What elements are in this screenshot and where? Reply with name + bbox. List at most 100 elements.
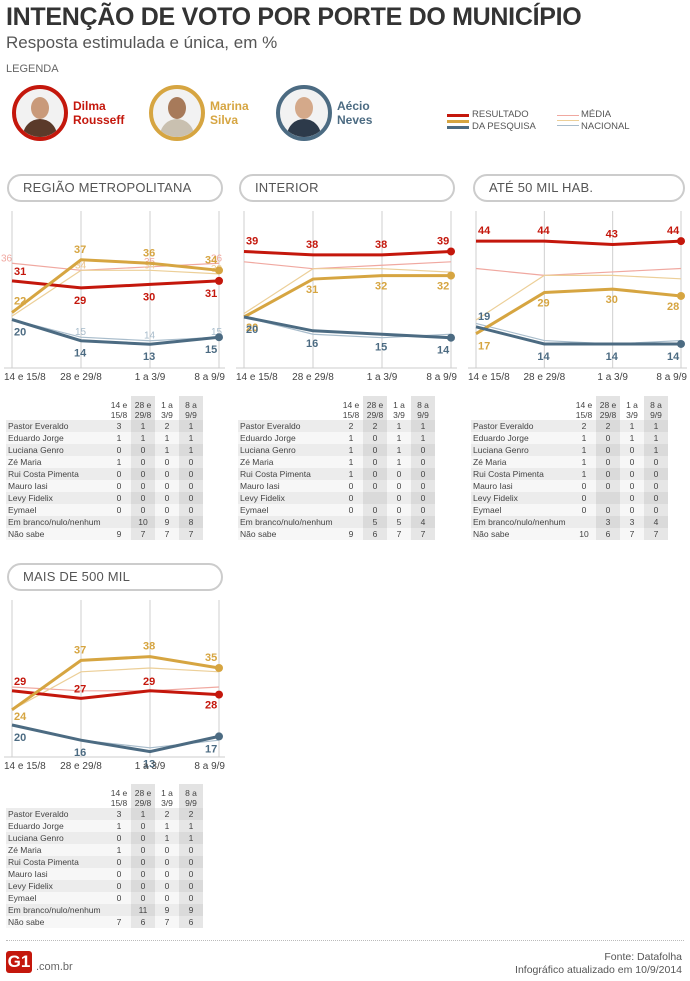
table-row-label: Luciana Genro [6, 444, 107, 456]
ate-50-mil-series-aecio-label: 14 [606, 351, 619, 363]
table-cell: 0 [363, 480, 387, 492]
mais-500-mil-series-dilma-label: 27 [74, 683, 86, 695]
table-cell: 10 [131, 516, 155, 528]
table-cell: 0 [620, 444, 644, 456]
table-cell: 6 [131, 916, 155, 928]
table-cell: 9 [155, 904, 179, 916]
table-cell: 2 [363, 420, 387, 432]
interior-x-tick-label: 1 a 3/9 [367, 372, 398, 383]
table-metropolitana: 14 e 15/8 28 e 29/8 1 a 3/9 8 a 9/9 Pastor Evera… [6, 396, 203, 540]
table-cell: 1 [107, 844, 131, 856]
table-cell: 0 [107, 480, 131, 492]
table-cell: 0 [107, 856, 131, 868]
interior-series-dilma-label: 38 [306, 239, 318, 251]
table-cell [107, 904, 131, 916]
table-header-cell: 14 e 15/8 [107, 396, 131, 420]
ate-50-mil-series-dilma-label: 43 [606, 229, 618, 241]
panel-title-ate-50-mil: ATÉ 50 MIL HAB. [473, 174, 685, 202]
table-cell: 0 [155, 468, 179, 480]
legend-result-label-1: RESULTADO [472, 109, 529, 120]
interior-national-dilma-line [243, 261, 452, 270]
table-row-label: Rui Costa Pimenta [238, 468, 339, 480]
table-row: Zé Maria 1 0 0 0 [6, 456, 203, 468]
table-cell: 1 [644, 420, 668, 432]
table-cell: 0 [179, 468, 203, 480]
table-row: Eymael 0 0 0 0 [471, 504, 668, 516]
metropolitana-series-dilma-label: 30 [143, 291, 155, 303]
table-cell: 0 [131, 892, 155, 904]
g1-logo[interactable]: G1 [6, 951, 32, 973]
ate-50-mil-series-marina-label: 30 [606, 294, 618, 306]
metropolitana-series-marina-label: 37 [74, 244, 86, 256]
table-cell: 2 [155, 420, 179, 432]
table-cell: 5 [387, 516, 411, 528]
metropolitana-series-dilma-label: 31 [205, 288, 217, 300]
table-row: Eduardo Jorge 1 0 1 1 [6, 820, 203, 832]
interior-series-aecio-line [243, 315, 452, 340]
table-header-cell: 14 e 15/8 [572, 396, 596, 420]
metropolitana-national-label: 14 [144, 331, 156, 342]
table-row-label: Eduardo Jorge [238, 432, 339, 444]
metropolitana-national-label: 34 [75, 260, 87, 271]
table-cell: 3 [107, 808, 131, 820]
table-row: Pastor Everaldo 3 1 2 2 [6, 808, 203, 820]
table-cell: 0 [155, 868, 179, 880]
table-cell: 7 [644, 528, 668, 540]
ate-50-mil-x-tick-label: 1 a 3/9 [597, 372, 628, 383]
ate-50-mil-x-tick-label: 8 a 9/9 [656, 372, 687, 383]
table-row-label: Luciana Genro [6, 832, 107, 844]
table-cell: 3 [620, 516, 644, 528]
table-row-label: Eymael [6, 504, 107, 516]
metropolitana-national-label: 36 [211, 253, 223, 264]
mais-500-mil-x-tick-label: 14 e 15/8 [4, 761, 46, 772]
ate-50-mil-series-dilma-line [476, 239, 682, 247]
mais-500-mil-series-dilma-label: 29 [14, 676, 26, 688]
avatar [276, 85, 332, 141]
table-cell: 0 [411, 444, 435, 456]
table-cell: 0 [644, 480, 668, 492]
ate-50-mil-series-aecio-line [475, 325, 681, 346]
legend-result-blue-line [447, 126, 469, 129]
candidate-name: Marina [210, 99, 249, 113]
table-row: Eymael 0 0 0 0 [6, 892, 203, 904]
metropolitana-series-dilma-label: 29 [74, 295, 86, 307]
candidate-surname: Rousseff [73, 113, 125, 127]
table-row: Mauro Iasi 0 0 0 0 [6, 868, 203, 880]
table-cell: 1 [107, 820, 131, 832]
table-row: Eduardo Jorge 1 1 1 1 [6, 432, 203, 444]
table-row-label: Não sabe [471, 528, 572, 540]
table-cell: 0 [620, 468, 644, 480]
table-cell: 7 [155, 528, 179, 540]
legend-result-yellow-line [447, 120, 469, 123]
table-row-label: Em branco/nulo/nenhum [471, 516, 572, 528]
table-row-label: Não sabe [238, 528, 339, 540]
table-header-cell: 28 e 29/8 [363, 396, 387, 420]
interior-series-aecio-endpoint [447, 333, 455, 342]
mais-500-mil-series-marina-label: 24 [14, 711, 27, 723]
source-text: Fonte: Datafolha [604, 951, 682, 963]
table-row-label: Zé Maria [6, 456, 107, 468]
metropolitana-series-aecio-label: 20 [14, 327, 26, 339]
table-cell: 0 [131, 832, 155, 844]
metropolitana-series-dilma-line [11, 279, 220, 290]
table-cell: 7 [387, 528, 411, 540]
table-cell: 7 [107, 916, 131, 928]
table-cell: 0 [155, 880, 179, 892]
table-cell: 0 [596, 432, 620, 444]
table-cell: 1 [155, 820, 179, 832]
mais-500-mil-series-aecio-label: 16 [74, 747, 86, 759]
table-cell: 2 [572, 420, 596, 432]
table-row-label: Mauro Iasi [471, 480, 572, 492]
panel-title-metropolitana: REGIÃO METROPOLITANA [7, 174, 223, 202]
legend-avg-yellow-line [557, 120, 579, 121]
legend-result-red-line [447, 114, 469, 117]
table-row: Levy Fidelix 0 0 0 0 [6, 880, 203, 892]
legend-avg-blue-line [557, 125, 579, 126]
interior-series-marina-endpoint [447, 271, 455, 280]
table-row-label: Pastor Everaldo [6, 420, 107, 432]
mais-500-mil-national-marina-line [11, 667, 220, 711]
table-header-cell: 1 a 3/9 [155, 396, 179, 420]
table-cell: 9 [339, 528, 363, 540]
interior-x-tick-label: 14 e 15/8 [236, 372, 278, 383]
table-row-label: Levy Fidelix [6, 880, 107, 892]
